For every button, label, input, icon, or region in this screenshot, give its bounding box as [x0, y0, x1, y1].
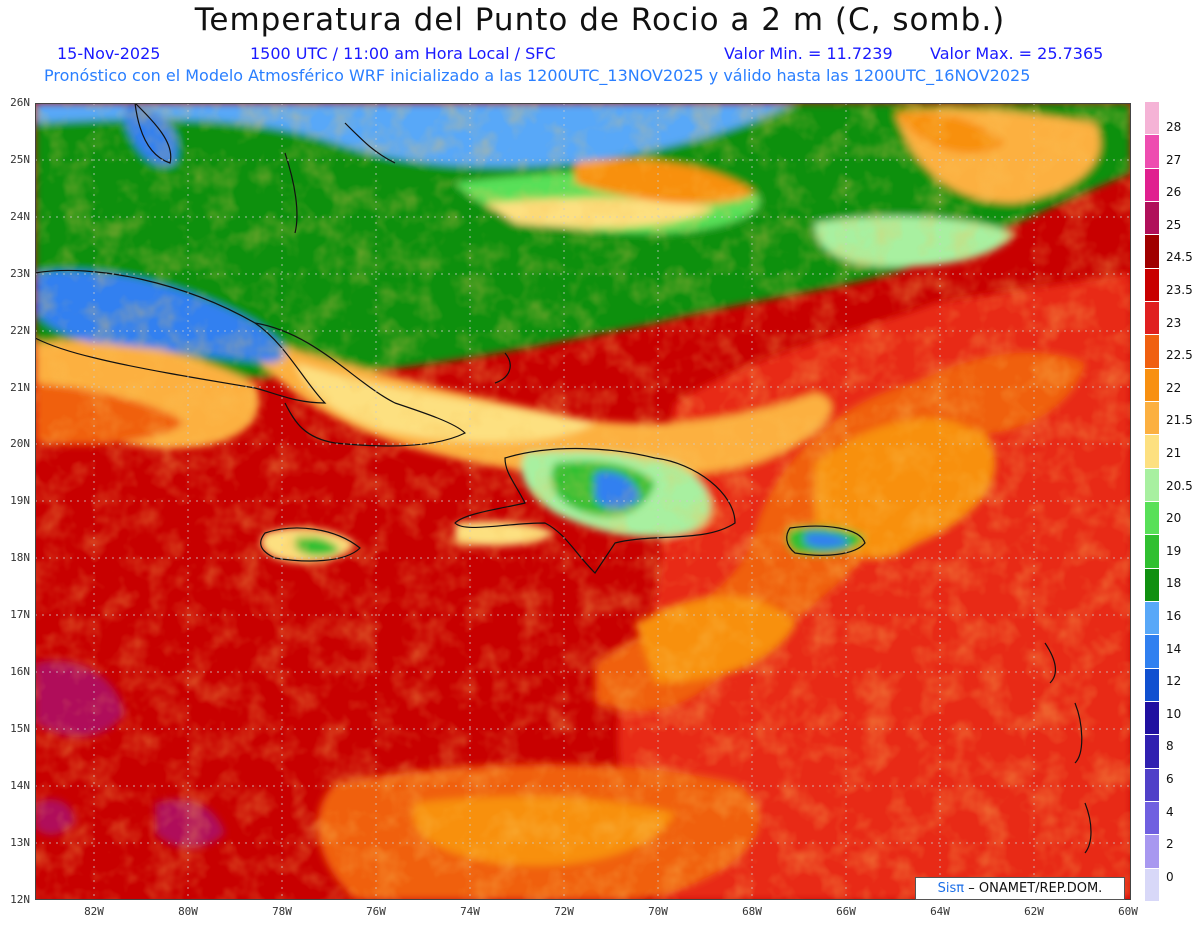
lat-label: 24N	[10, 209, 30, 223]
colorbar-segment	[1145, 501, 1159, 535]
colorbar-segment	[1145, 367, 1159, 401]
colorbar-segment	[1145, 267, 1159, 301]
colorbar-label: 18	[1166, 576, 1182, 591]
lat-label: 19N	[10, 494, 30, 508]
colorbar-segment	[1145, 334, 1159, 368]
coastlines	[35, 103, 1092, 854]
colorbar-segment	[1145, 101, 1159, 135]
colorbar-label: 2	[1166, 837, 1174, 852]
colorbar-label: 10	[1166, 706, 1182, 721]
lon-label: 64W	[930, 905, 950, 918]
lat-label: 13N	[10, 835, 30, 849]
colorbar-label: 14	[1166, 641, 1182, 656]
colorbar-segment	[1145, 467, 1159, 501]
colorbar-segment	[1145, 734, 1159, 768]
dewpoint-map	[35, 103, 1131, 900]
credit-box: Sisπ – ONAMET/REP.DOM.	[915, 877, 1125, 900]
min-value: Valor Min. = 11.7239	[724, 44, 893, 63]
colorbar-label: 22	[1166, 380, 1182, 395]
lon-label: 68W	[742, 905, 762, 918]
lon-label: 60W	[1118, 905, 1138, 918]
colorbar-label: 19	[1166, 543, 1182, 558]
lat-label: 12N	[10, 892, 30, 906]
lat-label: 23N	[10, 266, 30, 280]
colorbar-segment	[1145, 567, 1159, 601]
colorbar-segment	[1145, 201, 1159, 235]
lon-label: 82W	[84, 905, 104, 918]
colorbar-segment	[1145, 834, 1159, 868]
colorbar-label: 20.5	[1166, 478, 1193, 493]
colorbar-label: 0	[1166, 869, 1174, 884]
colorbar-label: 21	[1166, 446, 1182, 460]
colorbar-segment	[1145, 601, 1159, 635]
colorbar-segment	[1145, 401, 1159, 435]
lat-label: 25N	[10, 152, 30, 166]
credit-text: – ONAMET/REP.DOM.	[968, 881, 1103, 896]
colorbar-segment	[1145, 434, 1159, 468]
colorbar-label: 4	[1166, 804, 1174, 819]
colorbar-label: 16	[1166, 609, 1182, 623]
lat-label: 15N	[10, 721, 30, 735]
colorbar-segment	[1145, 301, 1159, 335]
colorbar-label: 22.5	[1166, 348, 1193, 363]
colorbar-segment	[1145, 801, 1159, 835]
lon-label: 76W	[366, 905, 386, 918]
colorbar-label: 24.5	[1166, 250, 1193, 265]
colorbar-label: 20	[1166, 511, 1182, 526]
colorbar-segment	[1145, 234, 1159, 268]
colorbar-label: 6	[1166, 772, 1174, 786]
colorbar-label: 26	[1166, 185, 1182, 200]
lon-label: 66W	[836, 905, 856, 918]
colorbar-segment	[1145, 767, 1159, 801]
lon-label: 80W	[178, 905, 198, 918]
colorbar-label: 27	[1166, 152, 1182, 167]
lon-label: 72W	[554, 905, 574, 918]
lat-label: 17N	[10, 608, 30, 622]
colorbar-label: 23	[1166, 315, 1182, 330]
graticule	[35, 103, 1131, 900]
lon-label: 78W	[272, 905, 292, 918]
lon-label: 74W	[460, 905, 480, 918]
colorbar-segment	[1145, 534, 1159, 568]
map-canvas	[35, 103, 1131, 900]
lon-label: 62W	[1024, 905, 1044, 918]
colorbar-label: 28	[1166, 120, 1182, 134]
lat-label: 18N	[10, 551, 30, 565]
forecast-date: 15-Nov-2025	[57, 44, 161, 63]
colorbar-label: 25	[1166, 217, 1182, 232]
lat-label: 20N	[10, 437, 30, 451]
page-title: Temperatura del Punto de Rocio a 2 m (C,…	[194, 2, 1006, 38]
colorbar-segment	[1145, 667, 1159, 701]
colorbar-segment	[1145, 167, 1159, 201]
colorbar-label: 21.5	[1166, 413, 1193, 428]
forecast-time: 1500 UTC / 11:00 am Hora Local / SFC	[250, 44, 556, 63]
lat-label: 22N	[10, 323, 30, 337]
colorbar-label: 8	[1166, 739, 1174, 754]
lat-label: 14N	[10, 778, 30, 792]
colorbar-segment	[1145, 701, 1159, 735]
colorbar-label: 23.5	[1166, 283, 1193, 297]
colorbar-segment	[1145, 634, 1159, 668]
lat-label: 21N	[10, 380, 30, 394]
colorbar-label: 12	[1166, 674, 1182, 689]
lon-label: 70W	[648, 905, 668, 918]
max-value: Valor Max. = 25.7365	[930, 44, 1104, 63]
lat-label: 16N	[10, 665, 30, 678]
colorbar-segment	[1145, 867, 1159, 901]
model-info: Pronóstico con el Modelo Atmosférico WRF…	[44, 66, 1031, 85]
lat-label: 26N	[10, 96, 30, 109]
colorbar-segment	[1145, 134, 1159, 168]
sispi-logo: Sisπ	[937, 881, 965, 896]
